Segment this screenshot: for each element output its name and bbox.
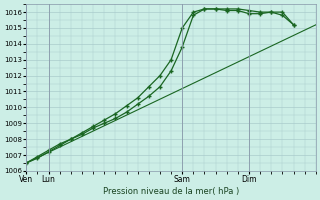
X-axis label: Pression niveau de la mer( hPa ): Pression niveau de la mer( hPa ) <box>103 187 239 196</box>
